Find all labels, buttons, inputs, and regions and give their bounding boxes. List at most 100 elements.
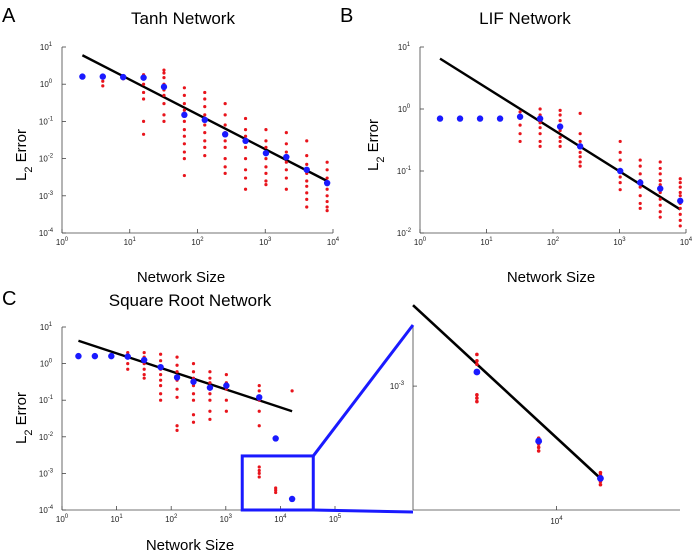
b-trial-point [618, 158, 622, 162]
a-trial-point [182, 150, 186, 154]
c-trial-point [191, 362, 196, 366]
a-trial-point [203, 113, 207, 117]
c-mean-point [140, 356, 148, 364]
panel-letter-a: A [2, 5, 16, 27]
b-y-tick-label: 10-2 [397, 228, 412, 238]
a-mean-point [303, 166, 310, 173]
c-trial-point [175, 355, 179, 359]
c-trial-point [224, 409, 228, 413]
a-trial-point [305, 197, 309, 202]
c-trial-point [257, 465, 261, 469]
c-trial-point [142, 373, 146, 377]
panel-a-xlabel: Network Size [137, 269, 225, 286]
c-mean-point [272, 435, 279, 442]
b-trial-point [578, 155, 582, 159]
b-trial-point [678, 177, 682, 181]
panel-c-chart: Square Root Network Network Size L2 Erro… [13, 291, 342, 552]
b-trial-point [578, 150, 582, 154]
c-trial-point [257, 424, 261, 428]
b-mean-point [536, 115, 544, 122]
c-trial-point [257, 468, 261, 473]
c-trial-point [208, 417, 212, 421]
c-y-tick-label: 101 [40, 322, 53, 332]
b-trial-point [578, 160, 582, 164]
a-trial-point [284, 142, 288, 146]
a-mean-point [283, 153, 290, 161]
b-trial-point [658, 215, 662, 219]
b-trial-point [658, 160, 662, 164]
c-mean-point [223, 382, 230, 389]
a-trial-point [325, 199, 329, 204]
c-trial-point [142, 376, 146, 380]
c-mean-point [75, 352, 82, 360]
a-mean-point [221, 131, 229, 138]
a-trial-point [203, 123, 207, 127]
b-mean-point [476, 115, 484, 122]
a-mean-point [242, 137, 249, 145]
c-trial-point [126, 367, 130, 371]
panel-a-chart: Tanh Network Network Size L2 Error 100 10… [13, 9, 340, 286]
a-trial-point [182, 108, 186, 112]
a-trial-point [182, 157, 186, 161]
a-trial-point [243, 176, 248, 180]
b-trial-point [518, 139, 522, 144]
c-trial-point [290, 389, 294, 393]
inset-mean-point [535, 437, 543, 445]
c-trial-point [208, 381, 212, 385]
c-mean-point [173, 374, 181, 381]
c-trial-point [159, 384, 163, 388]
a-trial-point [325, 205, 329, 209]
c-trial-point [191, 392, 196, 396]
b-trial-point [658, 179, 662, 183]
c-trial-point [274, 488, 278, 492]
a-trial-point [182, 119, 186, 123]
c-x-tick-label: 101 [110, 514, 123, 524]
a-trial-point [325, 168, 329, 172]
b-y-tick-label: 10-1 [397, 166, 412, 176]
b-trial-point [538, 126, 542, 130]
b-trial-point [538, 132, 542, 136]
a-mean-point [201, 116, 208, 124]
a-y-tick-label: 10-2 [39, 154, 54, 164]
a-trial-point [264, 183, 268, 187]
inset-mean-point [473, 368, 481, 376]
a-trial-point [264, 128, 268, 132]
a-trial-point [284, 160, 288, 164]
b-trial-point [638, 194, 642, 198]
c-trial-point [191, 420, 196, 424]
a-trial-point [243, 157, 248, 161]
b-trial-point [658, 210, 662, 214]
b-trial-point [618, 175, 622, 179]
b-y-tick-label: 100 [398, 104, 411, 114]
a-trial-point [223, 145, 227, 150]
a-trial-point [264, 171, 268, 176]
inset-trial-point [598, 470, 603, 475]
a-trial-point [182, 102, 186, 106]
inset-trial-point [598, 482, 603, 487]
b-mean-point [456, 115, 464, 122]
a-trial-point [141, 82, 146, 86]
a-x-tick-label: 103 [259, 237, 272, 247]
inset-trial-point [475, 399, 479, 404]
c-x-tick-label: 100 [56, 514, 69, 524]
inset-trial-point [475, 352, 479, 357]
c-trial-point [191, 398, 196, 402]
a-trial-point [141, 132, 146, 136]
c-trial-point [159, 373, 163, 377]
a-trial-point [284, 176, 288, 180]
a-trial-point [325, 176, 329, 180]
a-trial-point [182, 173, 186, 178]
a-trial-point [182, 128, 186, 132]
a-trial-point [101, 79, 105, 83]
c-trial-point [159, 359, 163, 363]
c-trial-point [159, 352, 163, 356]
b-trial-point [558, 108, 562, 112]
panel-c-inset: 104 10-3 [390, 304, 680, 526]
panel-b-ylabel: L2 Error [365, 119, 387, 171]
a-trial-point [182, 142, 186, 146]
a-x-tick-label: 102 [191, 237, 204, 247]
b-y-tick-label: 101 [398, 42, 411, 52]
b-trial-point [578, 132, 582, 136]
c-trial-point [257, 409, 261, 413]
b-fit-line [439, 57, 681, 211]
